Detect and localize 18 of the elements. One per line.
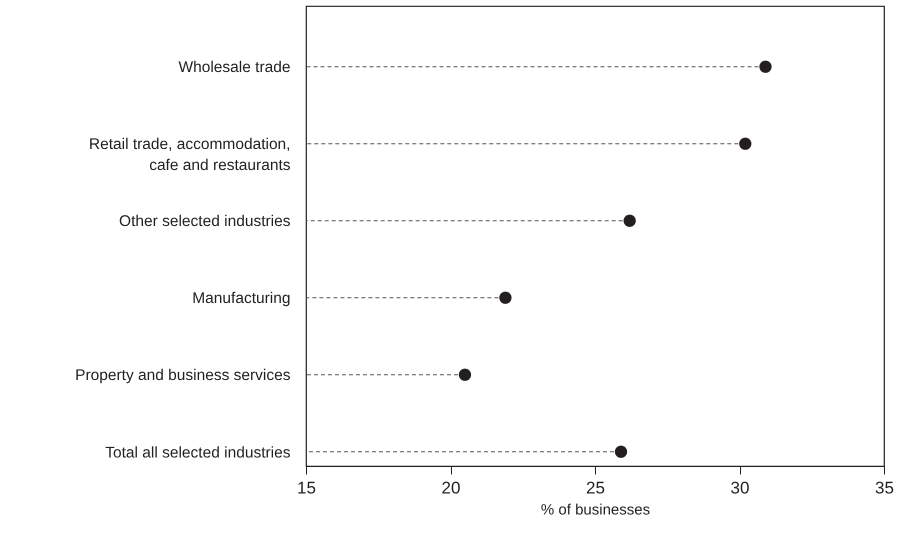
y-tick-label: Manufacturing [192, 290, 290, 308]
x-tick-label: 25 [586, 478, 605, 498]
y-tick-label: Property and business services [75, 367, 291, 384]
y-tick-label: Other selected industries [119, 213, 291, 230]
point [759, 60, 772, 73]
x-axis-title: % of businesses [540, 502, 650, 518]
y-tick-label: Retail trade, accommodation, cafe and restaurants [88, 136, 291, 174]
point [624, 214, 636, 227]
point [499, 292, 512, 304]
y-tick-label: Total all selected industries [105, 444, 291, 462]
x-tick-label: 15 [297, 478, 316, 498]
x-tick-label: 30 [730, 478, 750, 498]
x-tick-label: 35 [875, 478, 894, 498]
point [739, 138, 752, 150]
x-tick-label: 20 [442, 478, 460, 498]
point [614, 446, 628, 458]
y-tick-label: Wholesale trade [178, 59, 290, 76]
point [458, 368, 472, 381]
